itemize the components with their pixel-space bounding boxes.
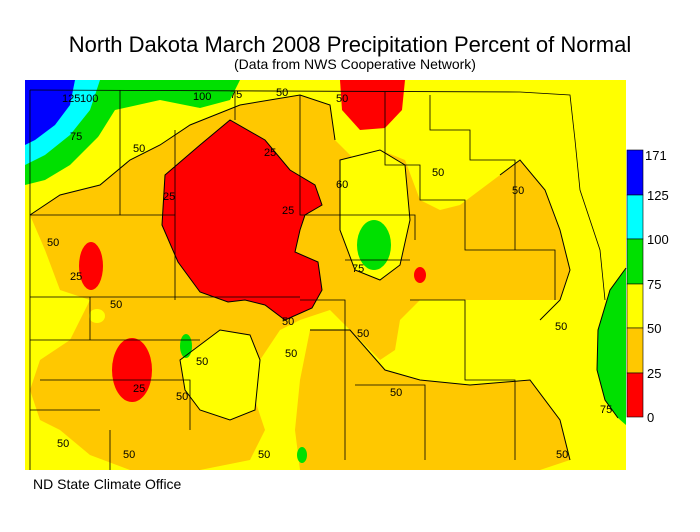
green-region-central — [357, 220, 391, 270]
red-region-west — [79, 242, 103, 290]
county-boundaries — [29, 89, 606, 470]
contour-label: 50 — [556, 449, 568, 461]
contour-label: 50 — [123, 449, 135, 461]
contour-label: 25 — [70, 271, 82, 283]
yellow-south — [180, 330, 260, 420]
contour-label: 75 — [70, 131, 82, 143]
contour-label: 50 — [196, 356, 208, 368]
contour-label: 50 — [176, 391, 188, 403]
contour-label: 75 — [230, 89, 242, 101]
legend-band — [626, 149, 644, 196]
credit-text: ND State Climate Office — [33, 476, 182, 492]
map-title: North Dakota March 2008 Precipitation Pe… — [68, 32, 632, 57]
legend-band — [626, 194, 644, 240]
map-subtitle: (Data from NWS Cooperative Network) — [234, 56, 476, 72]
yellow-spot — [89, 309, 105, 323]
contour-label: 50 — [133, 143, 145, 155]
yellow-spot — [484, 362, 500, 382]
contour-label: 50 — [432, 167, 444, 179]
red-region-southwest — [112, 338, 152, 402]
orange-region-south — [295, 330, 570, 470]
legend-band — [626, 327, 644, 374]
contour-label: 75 — [600, 404, 612, 416]
contour-label: 50 — [258, 449, 270, 461]
contour-label: 25 — [133, 383, 145, 395]
contour-label: 25 — [282, 205, 294, 217]
contour-label: 50 — [390, 387, 402, 399]
legend-tick: 125 — [647, 188, 669, 203]
green-region-east — [597, 268, 626, 425]
legend-band — [626, 283, 644, 329]
contour-label: 25 — [264, 147, 276, 159]
legend-tick: 0 — [647, 410, 654, 425]
red-region-north — [340, 80, 405, 130]
contour-label: 50 — [110, 299, 122, 311]
legend-tick: 171 — [645, 148, 667, 163]
legend-band — [626, 372, 644, 418]
contour-label: 50 — [336, 93, 348, 105]
contour-label: 100 — [80, 93, 98, 105]
red-region-central — [162, 120, 322, 320]
contour-label: 50 — [47, 237, 59, 249]
legend-tick: 100 — [647, 232, 669, 247]
contour-label: 50 — [57, 438, 69, 450]
legend-tick: 75 — [647, 277, 661, 292]
contour-label: 50 — [512, 185, 524, 197]
contour-label: 50 — [285, 348, 297, 360]
red-spot — [414, 267, 426, 283]
legend-tick: 25 — [647, 366, 661, 381]
contour-label: 50 — [357, 328, 369, 340]
contour-label: 60 — [336, 179, 348, 191]
contour-label: 50 — [276, 87, 288, 99]
contour-label: 75 — [352, 263, 364, 275]
blue-region-northwest — [25, 80, 75, 145]
contour-labels: 125 100 75 100 75 50 50 50 25 25 50 25 6… — [47, 87, 612, 461]
contour-label: 125 — [62, 93, 80, 105]
contour-lines — [29, 94, 627, 461]
green-spot — [297, 447, 307, 463]
legend-band — [626, 238, 644, 285]
legend-tick: 50 — [647, 321, 661, 336]
green-spot — [180, 334, 192, 358]
contour-label: 25 — [163, 191, 175, 203]
color-legend — [626, 149, 644, 418]
contour-label: 100 — [193, 91, 211, 103]
yellow-nw-inner — [90, 100, 200, 150]
contour-label: 50 — [555, 321, 567, 333]
contour-label: 50 — [282, 316, 294, 328]
